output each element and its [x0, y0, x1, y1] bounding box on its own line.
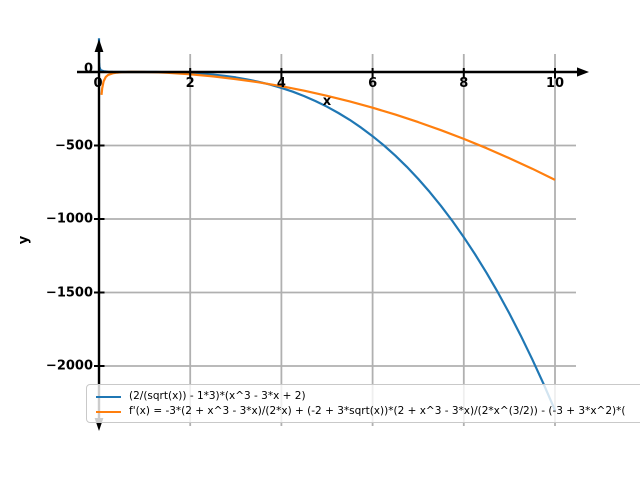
legend-item-f: (2/(sqrt(x)) - 1*3)*(x^3 - 3*x + 2) — [96, 389, 640, 404]
derivative-curve — [100, 70, 556, 181]
y-tick-label: 0 — [83, 61, 93, 77]
y-tick-label: −2000 — [45, 358, 93, 374]
legend-label-f: (2/(sqrt(x)) - 1*3)*(x^3 - 3*x + 2) — [129, 390, 306, 403]
legend-line-sample-blue — [96, 395, 121, 398]
x-axis-arrow-icon — [577, 67, 589, 77]
y-tick-label: −500 — [54, 138, 93, 153]
x-tick-label: 10 — [545, 76, 565, 91]
legend-label-derivative: f'(x) = -3*(2 + x^3 - 3*x)/(2*x) + (-2 +… — [129, 405, 626, 418]
y-axis-label: y — [16, 235, 32, 245]
x-tick-label: 8 — [459, 76, 469, 91]
x-tick-label: 4 — [276, 76, 286, 91]
legend-item-derivative: f'(x) = -3*(2 + x^3 - 3*x)/(2*x) + (-2 +… — [96, 404, 640, 419]
x-axis-label: x — [322, 94, 332, 109]
x-tick-label: 2 — [185, 76, 195, 91]
y-tick-label: −1000 — [45, 211, 93, 227]
x-tick-label: 6 — [368, 76, 378, 91]
y-tick-label: −1500 — [45, 285, 93, 300]
x-tick-label: 0 — [93, 76, 103, 91]
legend: (2/(sqrt(x)) - 1*3)*(x^3 - 3*x + 2) f'(x… — [86, 384, 640, 423]
y-axis-arrow-up-icon — [94, 39, 104, 52]
legend-line-sample-orange — [96, 410, 121, 413]
